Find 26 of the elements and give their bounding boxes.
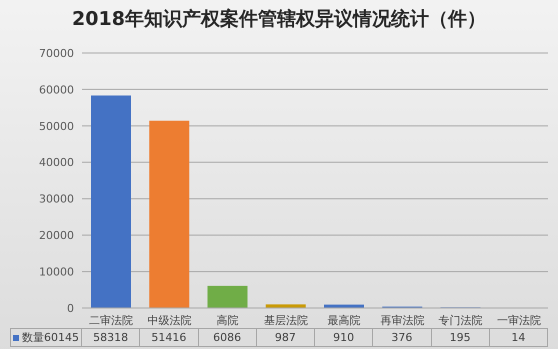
y-tick-label: 70000 — [39, 46, 74, 60]
data-label: 6086 — [198, 328, 257, 347]
x-tick-label: 最高院 — [328, 314, 361, 327]
y-tick-label: 50000 — [39, 120, 74, 133]
y-tick-label: 0 — [67, 302, 74, 315]
x-tick-label: 中级法院 — [147, 314, 192, 327]
x-tick-label: 高院 — [216, 314, 239, 327]
data-label: 58318 — [82, 328, 140, 347]
y-tick-label: 10000 — [39, 265, 74, 278]
data-label: 195 — [432, 328, 490, 347]
x-tick-label: 一审法院 — [496, 314, 541, 327]
y-tick-label: 60000 — [39, 83, 74, 96]
y-tick-label: 30000 — [39, 192, 74, 206]
x-tick-label: 再审法院 — [380, 314, 424, 327]
chart-title: 2018年知识产权案件管辖权异议情况统计（件） — [71, 7, 487, 32]
x-tick-label: 二审法院 — [89, 314, 134, 327]
y-tick-label: 40000 — [39, 156, 74, 170]
data-label: 987 — [256, 328, 315, 347]
data-label: 14 — [490, 328, 548, 347]
legend-label: 数量60145 — [22, 330, 79, 345]
y-tick-label: 20000 — [39, 229, 74, 242]
data-label: 51416 — [140, 328, 198, 347]
data-label: 910 — [315, 328, 374, 347]
x-tick-label: 专门法院 — [438, 314, 483, 327]
x-tick-label: 基层法院 — [264, 314, 308, 327]
data-label: 376 — [373, 328, 432, 347]
